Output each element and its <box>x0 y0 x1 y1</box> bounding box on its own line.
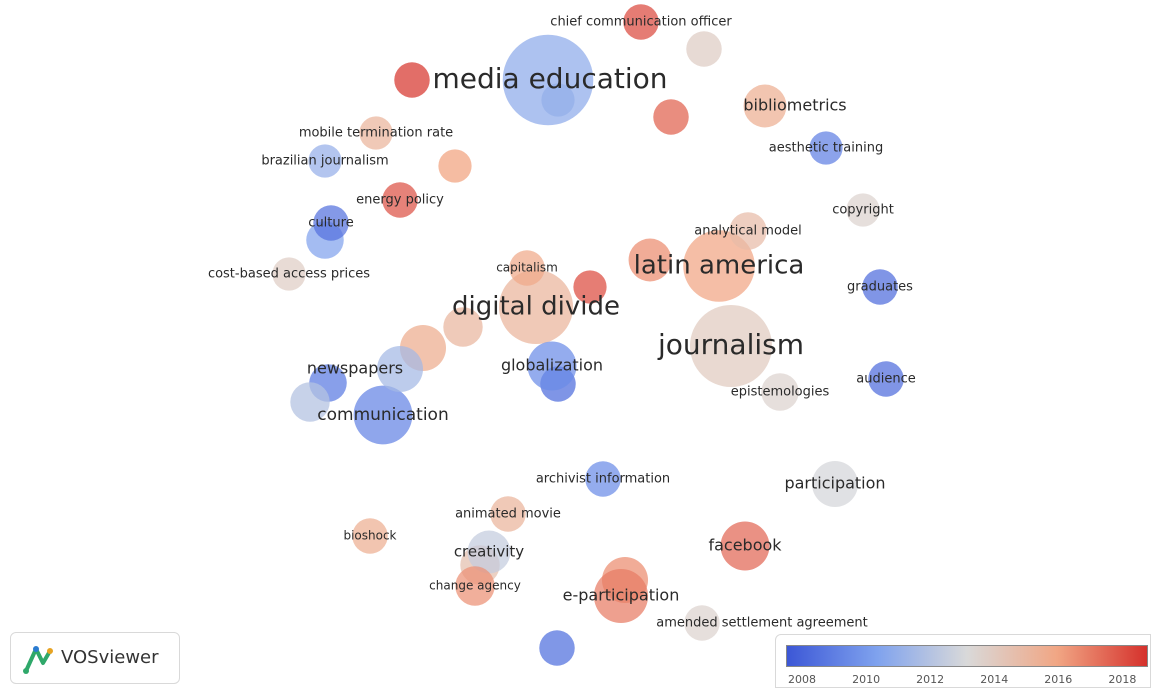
legend-tick: 2014 <box>980 673 1009 686</box>
keyword-label-cost-based-access-prices: cost-based access prices <box>208 267 370 282</box>
keyword-node-journalism[interactable] <box>689 304 773 388</box>
keyword-label-newspapers: newspapers <box>307 359 403 378</box>
keyword-node[interactable] <box>290 382 330 422</box>
keyword-label-journalism: journalism <box>657 328 804 361</box>
keyword-node[interactable] <box>443 307 483 347</box>
keyword-label-creativity: creativity <box>454 543 524 561</box>
legend-tick: 2018 <box>1108 673 1137 686</box>
keyword-node[interactable] <box>438 149 472 183</box>
keyword-node-bibliometrics[interactable] <box>743 84 787 128</box>
keyword-label-media-education: media education <box>432 62 667 95</box>
keyword-node-graduates[interactable] <box>862 269 898 305</box>
keyword-label-archivist-information: archivist information <box>536 472 670 487</box>
keyword-node-chief-communication-officer[interactable] <box>623 4 659 40</box>
keyword-node-newspapers[interactable] <box>376 345 424 393</box>
keyword-node-archivist-information[interactable] <box>585 461 621 497</box>
keyword-node-analytical-model[interactable] <box>729 212 767 250</box>
keyword-label-latin-america: latin america <box>634 251 805 281</box>
keyword-node-e-participation[interactable] <box>593 568 649 624</box>
keyword-node-communication[interactable] <box>353 385 413 445</box>
keyword-label-brazilian-journalism: brazilian journalism <box>261 154 388 169</box>
keyword-node-cost-based-access-prices[interactable] <box>272 257 306 291</box>
logo-text: VOSviewer <box>61 647 159 668</box>
keyword-node-facebook[interactable] <box>720 521 770 571</box>
keyword-node[interactable] <box>539 630 575 666</box>
keyword-node-media-education[interactable] <box>502 34 594 126</box>
keyword-label-e-participation: e-participation <box>563 586 680 605</box>
keyword-node-participation[interactable] <box>811 460 859 508</box>
keyword-label-copyright: copyright <box>832 203 894 218</box>
keyword-node-globalization[interactable] <box>527 341 577 391</box>
keyword-label-facebook: facebook <box>708 536 782 555</box>
keyword-node-bioshock[interactable] <box>352 518 388 554</box>
keyword-node[interactable] <box>628 238 672 282</box>
keyword-label-audience: audience <box>856 372 915 387</box>
keyword-label-bibliometrics: bibliometrics <box>743 96 846 115</box>
keyword-node-amended-settlement-agreement[interactable] <box>684 605 720 641</box>
vosviewer-logo[interactable]: VOSviewer <box>10 632 180 684</box>
keyword-label-capitalism: capitalism <box>496 261 558 275</box>
keyword-label-analytical-model: analytical model <box>694 224 802 239</box>
keyword-node[interactable] <box>653 99 689 135</box>
keyword-label-mobile-termination-rate: mobile termination rate <box>299 126 453 141</box>
legend-tick: 2012 <box>916 673 945 686</box>
keyword-node[interactable] <box>573 270 607 304</box>
keyword-node-capitalism[interactable] <box>509 250 545 286</box>
keyword-node-creativity[interactable] <box>467 530 511 574</box>
keyword-node-mobile-termination-rate[interactable] <box>359 116 393 150</box>
keyword-label-bioshock: bioshock <box>343 529 396 543</box>
keyword-label-globalization: globalization <box>501 356 603 375</box>
keyword-label-aesthetic-training: aesthetic training <box>769 141 883 156</box>
keyword-node-latin-america[interactable] <box>683 230 755 302</box>
keyword-node-culture[interactable] <box>313 205 349 241</box>
legend-gradient-bar <box>786 645 1148 667</box>
keyword-label-change-agency: change agency <box>429 579 521 593</box>
keyword-label-amended-settlement-agreement: amended settlement agreement <box>656 616 867 631</box>
keyword-label-chief-communication-officer: chief communication officer <box>550 15 732 30</box>
keyword-node-epistemologies[interactable] <box>761 373 799 411</box>
keyword-node-change-agency[interactable] <box>455 566 495 606</box>
keyword-node-audience[interactable] <box>868 361 904 397</box>
keyword-node[interactable] <box>394 62 430 98</box>
keyword-label-epistemologies: epistemologies <box>731 385 830 400</box>
legend-tick: 2010 <box>852 673 881 686</box>
keyword-node-energy-policy[interactable] <box>382 182 418 218</box>
color-legend: 2008 2010 2012 2014 2016 2018 <box>775 634 1151 688</box>
vosviewer-logo-icon <box>23 646 53 674</box>
keyword-node-animated-movie[interactable] <box>490 496 526 532</box>
keyword-label-participation: participation <box>784 474 885 493</box>
legend-tick: 2016 <box>1044 673 1073 686</box>
keyword-node-copyright[interactable] <box>846 193 880 227</box>
keyword-node-aesthetic-training[interactable] <box>809 131 843 165</box>
keyword-label-culture: culture <box>308 216 353 231</box>
keyword-label-graduates: graduates <box>847 280 913 295</box>
legend-tick: 2008 <box>788 673 817 686</box>
label-layer: media education chief communication offic… <box>208 15 916 631</box>
keyword-node-brazilian-journalism[interactable] <box>308 144 342 178</box>
keyword-label-animated-movie: animated movie <box>455 507 561 522</box>
keyword-label-digital-divide: digital divide <box>452 292 620 322</box>
node-layer <box>272 4 904 666</box>
keyword-label-communication: communication <box>317 405 448 425</box>
keyword-node[interactable] <box>686 31 722 67</box>
keyword-node-digital-divide[interactable] <box>498 269 574 345</box>
keyword-label-energy-policy: energy policy <box>356 193 444 208</box>
